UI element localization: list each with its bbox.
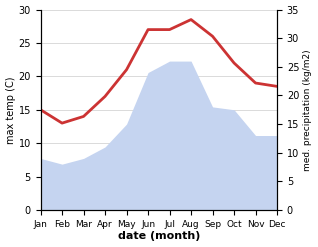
X-axis label: date (month): date (month) — [118, 231, 200, 242]
Y-axis label: max temp (C): max temp (C) — [5, 76, 16, 144]
Y-axis label: med. precipitation (kg/m2): med. precipitation (kg/m2) — [303, 49, 313, 171]
